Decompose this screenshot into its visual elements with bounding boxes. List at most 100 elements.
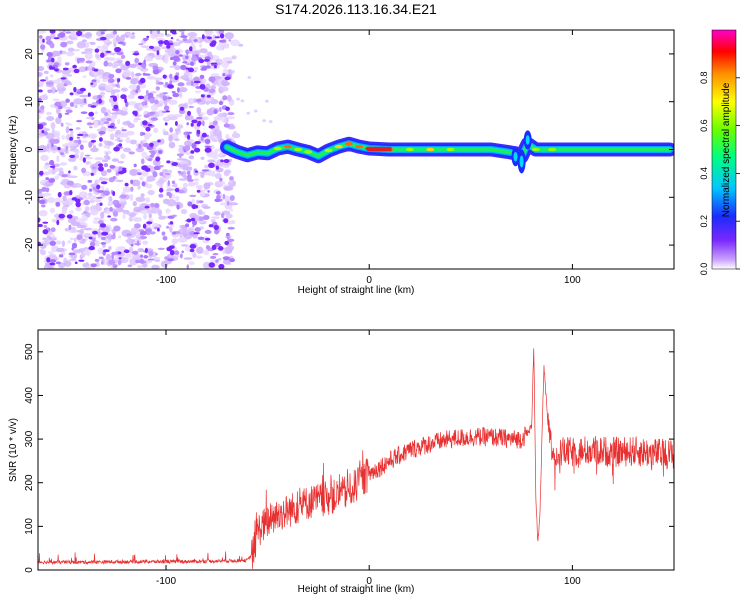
noise-cell bbox=[136, 231, 141, 238]
noise-cell bbox=[73, 86, 77, 93]
noise-cell bbox=[214, 229, 220, 235]
noise-cell bbox=[93, 217, 100, 220]
noise-cell bbox=[247, 76, 252, 79]
noise-cell bbox=[190, 122, 194, 127]
noise-cell bbox=[49, 262, 56, 266]
noise-cell bbox=[212, 253, 219, 256]
noise-cell bbox=[150, 202, 155, 208]
noise-cell bbox=[94, 199, 102, 203]
noise-cell bbox=[145, 126, 151, 132]
noise-cell bbox=[63, 260, 72, 267]
noise-cell bbox=[51, 128, 55, 134]
noise-cell bbox=[203, 215, 210, 220]
noise-cell bbox=[210, 73, 220, 77]
noise-cell bbox=[92, 220, 99, 224]
noise-cell bbox=[178, 54, 183, 57]
noise-cell bbox=[57, 105, 63, 110]
noise-cell bbox=[199, 84, 206, 90]
noise-cell bbox=[212, 129, 222, 137]
noise-cell bbox=[211, 244, 217, 251]
noise-cell bbox=[99, 202, 103, 206]
noise-cell bbox=[128, 246, 134, 254]
noise-cell bbox=[49, 259, 57, 263]
noise-cell bbox=[222, 193, 226, 200]
noise-cell bbox=[224, 240, 230, 246]
noise-cell bbox=[204, 93, 214, 97]
noise-cell bbox=[61, 135, 66, 140]
noise-cell bbox=[75, 207, 82, 212]
heatmap-x-tick-label: 0 bbox=[366, 275, 372, 286]
noise-cell bbox=[91, 79, 97, 82]
noise-cell bbox=[162, 236, 168, 241]
figure-title: S174.2026.113.16.34.E21 bbox=[275, 1, 437, 17]
ridge-peak bbox=[324, 148, 333, 153]
noise-cell bbox=[107, 78, 115, 83]
noise-cell bbox=[65, 126, 70, 134]
noise-cell bbox=[124, 98, 127, 103]
noise-cell bbox=[122, 209, 130, 214]
noise-cell bbox=[45, 177, 49, 181]
noise-cell bbox=[83, 249, 90, 256]
noise-cell bbox=[202, 261, 211, 269]
noise-cell bbox=[214, 173, 222, 179]
noise-cell bbox=[46, 143, 51, 149]
noise-cell bbox=[207, 190, 210, 193]
noise-cell bbox=[153, 77, 163, 81]
noise-cell bbox=[212, 139, 218, 143]
noise-cell bbox=[120, 54, 126, 59]
noise-cell bbox=[224, 169, 232, 174]
noise-cell bbox=[103, 145, 109, 149]
noise-cell bbox=[120, 153, 126, 159]
noise-cell bbox=[165, 172, 171, 176]
noise-cell bbox=[192, 251, 197, 259]
noise-cell bbox=[175, 195, 180, 201]
noise-cell bbox=[75, 201, 81, 208]
noise-cell bbox=[137, 248, 145, 253]
noise-cell bbox=[111, 234, 116, 240]
noise-cell bbox=[163, 39, 170, 46]
noise-cell bbox=[38, 145, 47, 153]
noise-cell bbox=[208, 88, 216, 94]
noise-cell bbox=[112, 191, 116, 196]
noise-cell bbox=[246, 111, 250, 115]
noise-cell bbox=[85, 52, 93, 60]
noise-cell bbox=[117, 160, 125, 164]
noise-cell bbox=[213, 64, 217, 69]
noise-cell bbox=[166, 44, 171, 49]
noise-cell bbox=[240, 99, 245, 103]
noise-cell bbox=[193, 76, 201, 83]
noise-cell bbox=[111, 158, 119, 162]
noise-cell bbox=[56, 155, 60, 163]
ridge-feature bbox=[525, 135, 530, 145]
noise-cell bbox=[90, 105, 97, 108]
noise-cell bbox=[188, 155, 195, 160]
noise-cell bbox=[49, 74, 54, 78]
noise-cell bbox=[186, 122, 189, 126]
noise-cell bbox=[112, 64, 118, 69]
noise-cell bbox=[166, 191, 171, 196]
noise-cell bbox=[92, 230, 98, 235]
noise-cell bbox=[117, 259, 122, 265]
noise-cell bbox=[84, 156, 94, 160]
noise-cell bbox=[117, 118, 121, 125]
noise-cell bbox=[148, 45, 155, 50]
noise-cell bbox=[46, 111, 52, 116]
noise-cell bbox=[219, 107, 222, 112]
noise-cell bbox=[218, 263, 225, 269]
noise-cell bbox=[83, 197, 91, 200]
noise-cell bbox=[157, 227, 160, 232]
noise-cell bbox=[108, 196, 113, 202]
noise-cell bbox=[226, 60, 233, 64]
noise-cell bbox=[142, 223, 147, 229]
noise-cell bbox=[184, 115, 194, 121]
noise-cell bbox=[213, 109, 218, 115]
noise-cell bbox=[191, 142, 197, 149]
noise-cell bbox=[186, 81, 191, 86]
noise-cell bbox=[79, 144, 84, 150]
noise-cell bbox=[65, 31, 72, 34]
noise-cell bbox=[112, 211, 119, 217]
noise-cell bbox=[194, 90, 201, 94]
noise-cell bbox=[39, 170, 44, 176]
ridge-peak-band bbox=[367, 146, 392, 152]
snr-frame bbox=[37, 329, 675, 571]
